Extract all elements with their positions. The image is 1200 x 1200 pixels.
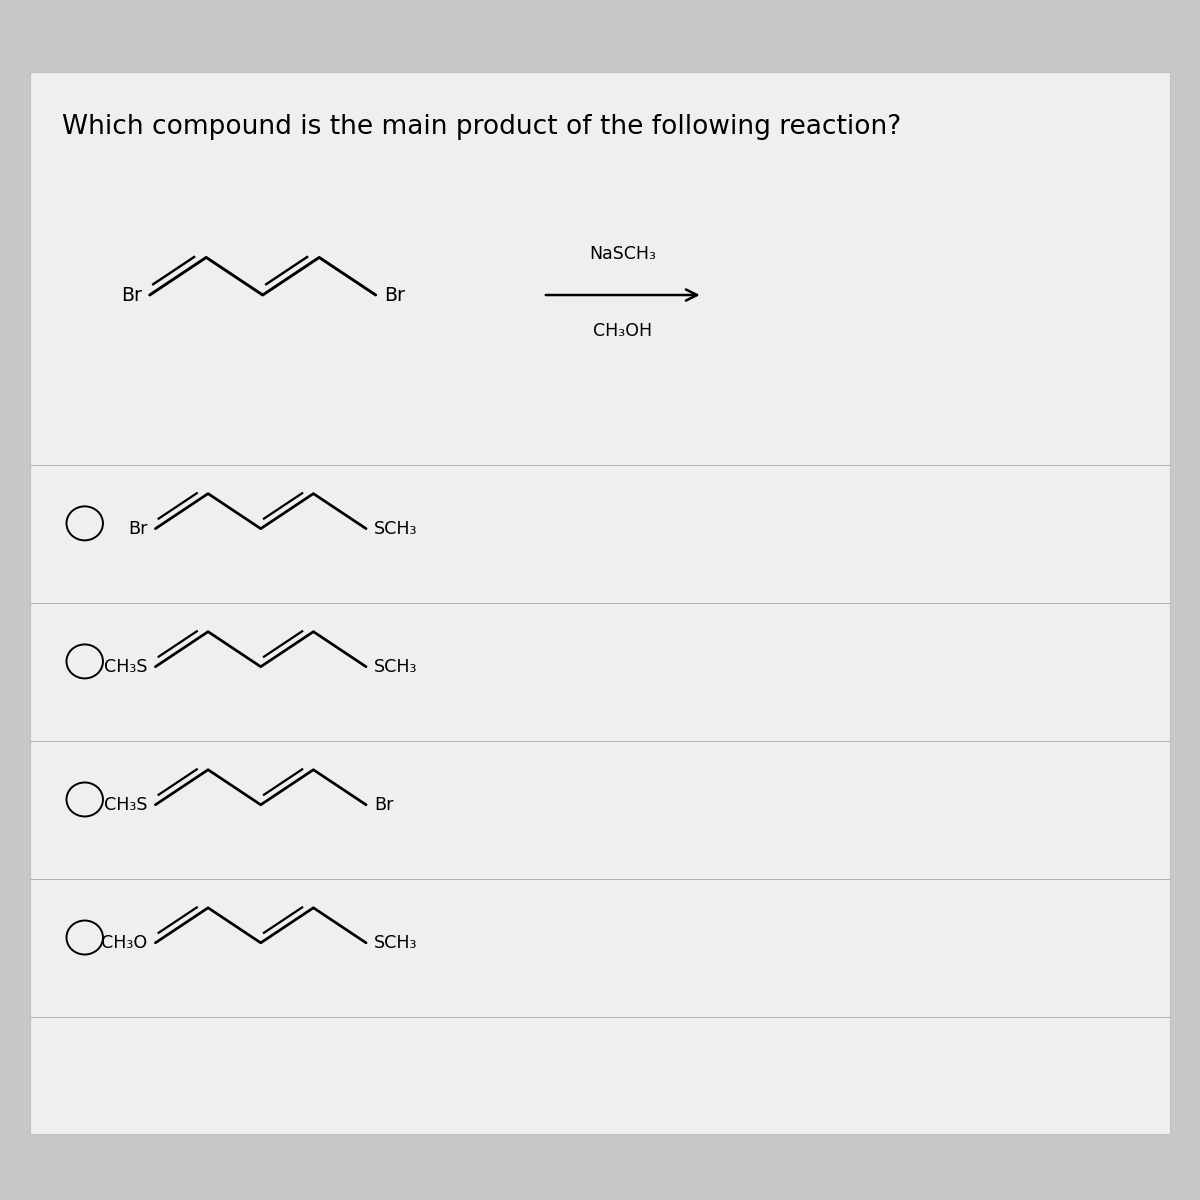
Text: Br: Br <box>128 520 148 538</box>
Text: SCH₃: SCH₃ <box>374 520 418 538</box>
Text: SCH₃: SCH₃ <box>374 934 418 952</box>
Text: CH₃O: CH₃O <box>101 934 148 952</box>
Text: SCH₃: SCH₃ <box>374 658 418 676</box>
Text: Br: Br <box>121 286 142 305</box>
Text: CH₃S: CH₃S <box>104 658 148 676</box>
Text: Br: Br <box>384 286 404 305</box>
Text: NaSCH₃: NaSCH₃ <box>589 245 656 263</box>
Text: Which compound is the main product of the following reaction?: Which compound is the main product of th… <box>62 114 901 140</box>
Text: Br: Br <box>374 796 394 814</box>
Text: CH₃OH: CH₃OH <box>593 322 653 340</box>
Text: CH₃S: CH₃S <box>104 796 148 814</box>
